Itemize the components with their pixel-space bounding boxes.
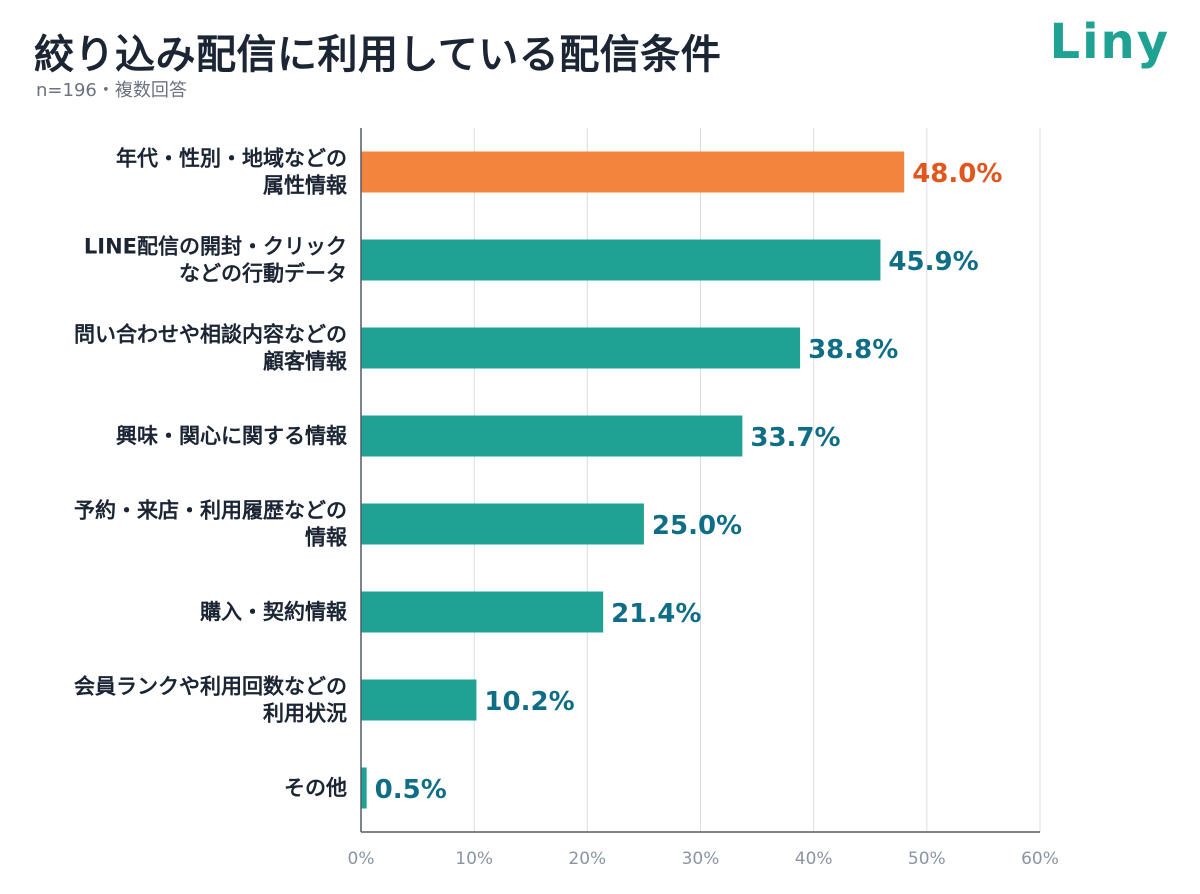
category-label: 年代・性別・地域などの属性情報 [116, 147, 348, 198]
x-tick-label: 60% [1021, 849, 1059, 869]
category-label-line: LINE配信の開封・クリック [84, 235, 347, 259]
bar [361, 239, 881, 281]
category-label: 予約・来店・利用履歴などの情報 [74, 499, 348, 550]
category-label-line: その他 [284, 776, 347, 800]
category-label-line: 年代・性別・地域などの [116, 147, 347, 171]
value-labels: 48.0% 45.9% 38.8% 33.7% 25.0% 21.4% 10.2% 0.5% [375, 159, 1003, 805]
category-label-line: などの行動データ [179, 262, 347, 286]
category-label-line: 購入・契約情報 [199, 600, 348, 624]
category-label: 会員ランクや利用回数などの利用状況 [74, 675, 347, 726]
x-tick-label: 50% [908, 849, 946, 869]
data-label: 48.0% [912, 159, 1002, 189]
category-label-line: 属性情報 [263, 174, 348, 198]
x-tick-label: 20% [568, 849, 606, 869]
data-label: 45.9% [888, 247, 978, 277]
bar [361, 679, 477, 721]
category-label-line: 問い合わせや相談内容などの [74, 323, 347, 347]
bar [361, 503, 644, 545]
x-tick-label: 0% [348, 849, 375, 869]
bars [361, 151, 905, 809]
x-tick-label: 40% [795, 849, 833, 869]
category-labels: 年代・性別・地域などの属性情報 LINE配信の開封・クリックなどの行動データ問い合… [74, 147, 348, 801]
chart-subtitle: n=196・複数回答 [36, 80, 187, 101]
category-label-line: 情報 [305, 526, 348, 550]
data-label: 10.2% [484, 687, 574, 717]
liny-logo: Liny [1049, 14, 1170, 70]
chart-title: 絞り込み配信に利用している配信条件 [34, 32, 722, 78]
category-label: LINE配信の開封・クリックなどの行動データ [84, 235, 347, 286]
category-label-line: 利用状況 [263, 702, 347, 726]
bar [361, 327, 801, 369]
data-label: 0.5% [375, 775, 447, 805]
category-label: 興味・関心に関する情報 [116, 424, 348, 448]
data-label: 25.0% [652, 511, 742, 541]
category-label-line: 会員ランクや利用回数などの [74, 675, 347, 699]
category-label: 購入・契約情報 [199, 600, 348, 624]
x-tick-label: 30% [682, 849, 720, 869]
data-label: 38.8% [808, 335, 898, 365]
data-label: 33.7% [750, 423, 840, 453]
category-label-line: 顧客情報 [263, 350, 348, 374]
category-label: 問い合わせや相談内容などの顧客情報 [74, 323, 348, 374]
bar [361, 591, 604, 633]
category-label: その他 [284, 776, 347, 800]
bar [361, 415, 743, 457]
category-label-line: 予約・来店・利用履歴などの [74, 499, 347, 523]
x-tick-label: 10% [455, 849, 493, 869]
category-label-line: 興味・関心に関する情報 [116, 424, 348, 448]
bar [361, 151, 905, 193]
data-label: 21.4% [611, 599, 701, 629]
grid-lines [473, 128, 1041, 832]
bar [361, 767, 367, 809]
x-axis-ticks: 0% 10% 20% 30% 40% 50% 60% [348, 849, 1059, 869]
